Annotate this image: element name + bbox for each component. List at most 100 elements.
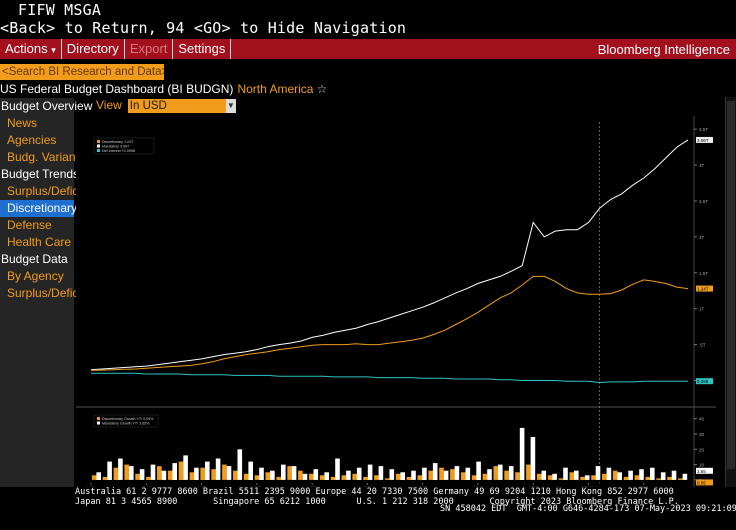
discretionary-growth-bar [243, 473, 249, 480]
sidebar-item-news[interactable]: News [7, 116, 38, 130]
y-tick-label: 2T [699, 235, 705, 240]
discretionary-growth-bar [287, 466, 292, 480]
discretionary-growth-bar [135, 473, 140, 480]
discretionary-growth-bar [113, 467, 119, 480]
mandatory-growth-bar [248, 461, 253, 480]
discretionary-growth-bar [200, 467, 205, 480]
mandatory-growth-bar [628, 470, 633, 480]
discretionary-growth-bar [319, 475, 325, 480]
sidebar-item-by-agency[interactable]: By Agency [7, 269, 64, 283]
footer-contacts-line-2: Japan 81 3 4565 8900 Singapore 65 6212 1… [75, 497, 679, 507]
navigation-hint: <Back> to Return, 94 <GO> to Hide Naviga… [0, 19, 407, 37]
mandatory-growth-bar [487, 469, 492, 480]
discretionary-growth-bar [612, 470, 618, 480]
mandatory-growth-bar [552, 473, 557, 480]
discretionary-growth-bar [406, 476, 412, 480]
discretionary-growth-bar [547, 475, 553, 480]
discretionary-growth-bar [569, 472, 575, 480]
discretionary-growth-bar [417, 475, 423, 480]
star-icon[interactable]: ☆ [316, 82, 328, 96]
mandatory-growth-bar [584, 475, 590, 480]
discretionary-growth-bar [395, 473, 401, 480]
settings-menu[interactable]: Settings [173, 39, 232, 59]
sidebar-section-budget-trends[interactable]: Budget Trends [1, 167, 80, 181]
mandatory-growth-bar [313, 469, 319, 480]
view-selector-row: View In USD ▼ [96, 98, 236, 113]
scrollbar[interactable] [725, 97, 736, 490]
footer-session-info: SN 458042 EDT GMT-4:00 G646-4284-173 07-… [440, 504, 736, 514]
discretionary-growth-bar [493, 466, 499, 480]
mandatory-growth-bar [291, 466, 297, 480]
y-tick-label: 1.5T [699, 271, 708, 276]
discretionary-growth-bar [352, 473, 357, 480]
footer: Australia 61 2 9777 8600 Brazil 5511 239… [0, 487, 736, 514]
mandatory-growth-bar [606, 467, 612, 480]
sidebar: Budget Overview News Agencies Budg. Vari… [0, 98, 93, 490]
y-tick-label: 2.5T [699, 199, 708, 204]
mandatory-growth-bar [541, 470, 547, 480]
view-selected-value: In USD [129, 99, 167, 112]
legend-swatch [97, 140, 100, 143]
export-menu[interactable]: Export [125, 39, 174, 59]
discretionary-growth-bar [189, 472, 195, 480]
end-value-label: 1.24T [697, 287, 709, 292]
mandatory-growth-bar [96, 472, 101, 480]
legend-swatch [97, 144, 100, 148]
mandatory-growth-bar [118, 458, 123, 480]
mandatory-growth-bar [617, 472, 622, 480]
sidebar-item-surplus-deficit[interactable]: Surplus/Deficit [7, 184, 85, 198]
view-dropdown[interactable]: In USD ▼ [127, 98, 236, 113]
scrollbar-thumb[interactable] [727, 101, 735, 469]
discretionary-growth-bar [222, 464, 227, 480]
end-value-badge [696, 378, 713, 385]
discretionary-growth-bar [157, 466, 162, 480]
mandatory-growth-bar [139, 469, 145, 480]
mandatory-growth-bar [682, 473, 688, 480]
y-tick-label: 20 [699, 447, 705, 452]
menu-bar: Actions ▾ Directory Export Settings Bloo… [0, 39, 736, 59]
function-code: FIFW MSGA [18, 1, 102, 19]
mandatory-growth-bar [574, 470, 579, 480]
budget-chart[interactable]: 3.5T3T2.5T2T1.5T1T.5T03.06T1.24T0.399Dis… [76, 116, 716, 490]
y-tick-label: 1T [699, 307, 705, 312]
mandatory-growth-bar [346, 470, 351, 480]
discretionary-growth-bar [482, 473, 488, 480]
actions-menu[interactable]: Actions ▾ [0, 39, 62, 59]
directory-menu[interactable]: Directory [62, 39, 125, 59]
y-tick-label: 40 [699, 417, 705, 422]
mandatory-growth-bar [508, 466, 514, 480]
mandatory-growth-bar [150, 464, 156, 480]
sidebar-section-budget-data[interactable]: Budget Data [1, 252, 68, 266]
mandatory-growth-bar [530, 437, 536, 480]
discretionary-growth-bar [602, 473, 607, 480]
mandatory-growth-bar [107, 461, 112, 480]
discretionary-growth-bar [645, 476, 651, 480]
y-tick-label: .5T [699, 343, 706, 348]
legend-entry: Discretionary Growth Y/Y 0.05% [102, 417, 154, 421]
chart-canvas: 3.5T3T2.5T2T1.5T1T.5T03.06T1.24T0.399Dis… [76, 116, 716, 490]
sidebar-section-budget-overview[interactable]: Budget Overview [1, 99, 93, 113]
sidebar-item-data-surplus-deficit[interactable]: Surplus/Deficit [7, 286, 85, 300]
discretionary-growth-bar [102, 476, 108, 480]
discretionary-growth-bar [591, 475, 596, 480]
sidebar-item-defense[interactable]: Defense [7, 218, 52, 232]
discretionary-growth-bar [178, 461, 184, 480]
sidebar-item-budget-variance[interactable]: Budg. Variance [7, 150, 89, 164]
end-value-badge [696, 285, 713, 292]
discretionary-growth-bar [309, 473, 314, 480]
mandatory-growth-bar [367, 464, 373, 480]
legend-box [93, 414, 159, 428]
search-input[interactable]: <Search BI Research and Data> [0, 64, 164, 80]
y-tick-label: 3T [699, 163, 705, 168]
sidebar-item-health-care[interactable]: Health Care [7, 235, 72, 249]
chevron-down-icon[interactable]: ▼ [225, 98, 236, 113]
mandatory-growth-bar [205, 461, 210, 480]
mandatory-growth-bar [476, 461, 481, 480]
sidebar-item-discretionary[interactable]: Discretionary [0, 200, 77, 217]
sidebar-item-agencies[interactable]: Agencies [7, 133, 57, 147]
discretionary-growth-bar [124, 464, 129, 480]
mandatory-growth-bar [270, 470, 275, 480]
region-link[interactable]: North America [237, 82, 314, 96]
mandatory-growth-bar [411, 470, 416, 480]
y-tick-label: 30 [699, 432, 705, 437]
